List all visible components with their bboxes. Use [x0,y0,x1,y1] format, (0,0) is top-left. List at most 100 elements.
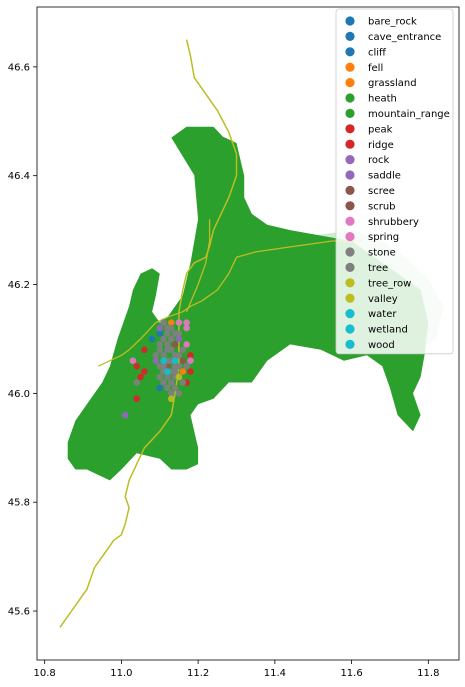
point-tree-59 [175,330,183,337]
legend-marker-cave_entrance [345,31,355,41]
point-peak-14 [187,368,194,375]
legend-label-scrub: scrub [368,201,396,212]
point-tree-52 [168,346,175,354]
point-spring-24 [183,324,190,332]
point-stone-66 [164,341,171,348]
y-tick-label: 45.8 [8,498,30,509]
point-stone-39 [168,379,175,386]
point-stone-51 [160,352,167,359]
point-valley-69 [175,373,183,381]
point-tree-63 [171,362,179,370]
point-water-70 [164,368,171,375]
x-tick-label: 11.8 [417,668,439,679]
legend-label-tree: tree [368,263,388,274]
legend-marker-cliff [345,47,355,57]
legend-label-spring: spring [368,232,399,243]
legend-marker-ridge [345,139,355,149]
line-valley-2 [186,219,211,312]
point-tree-50 [175,352,183,359]
point-stone-29 [160,319,167,326]
legend-marker-spring [345,232,355,242]
point-shrubbery-23 [183,319,190,326]
legend-marker-tree_row [345,278,355,288]
point-spring-28 [175,319,183,326]
legend-marker-peak [345,124,355,134]
point-tree-67 [156,346,164,354]
area-mountain_range-0 [67,126,429,481]
point-peak-15 [141,368,148,375]
point-peak-12 [133,395,140,403]
point-rock-16 [152,357,160,365]
legend-marker-water [345,309,355,319]
legend-label-tree_row: tree_row [368,278,411,289]
legend-label-ridge: ridge [368,140,394,151]
point-stone-45 [156,341,164,348]
legend-marker-bare_rock [345,16,355,26]
legend-marker-heath [345,93,355,103]
line-valley-1 [98,240,364,367]
legend-label-rock: rock [368,155,390,166]
legend-label-wood: wood [368,340,395,351]
point-bare_rock-0 [156,330,164,337]
axes-frame [36,6,460,661]
y-tick-label: 46.4 [8,171,30,182]
point-stone-55 [179,379,187,386]
point-stone-56 [133,379,140,386]
axes: 10.8 11.0 11.2 11.4 11.6 11.8 45.6 45.8 46.0 46.2… [8,6,460,679]
point-tree-38 [164,373,171,381]
legend-label-peak: peak [368,124,393,135]
point-stone-41 [175,390,183,397]
legend-label-wetland: wetland [368,325,408,336]
point-tree-44 [152,352,160,359]
y-tick-label: 46.0 [8,389,30,400]
point-stone-47 [168,324,175,332]
x-tick-label: 11.6 [340,668,362,679]
point-stone-60 [183,362,190,370]
legend-marker-scree [345,185,355,195]
point-spring-26 [183,341,190,348]
point-scrub-21 [171,341,179,348]
legend-label-saddle: saddle [368,171,401,182]
point-cliff-3 [156,384,164,392]
point-stone-64 [160,362,167,370]
legend-marker-scrub [345,201,355,211]
point-rock-19 [121,411,129,419]
legend-marker-rock [345,155,355,165]
point-shrubbery-25 [129,357,137,365]
legend-marker-shrubbery [345,216,355,226]
legend-marker-saddle [345,170,355,180]
point-ridge-11 [137,373,144,381]
legend-label-stone: stone [368,248,396,259]
legend-label-cave_entrance: cave_entrance [368,32,441,43]
point-stone-58 [156,373,164,381]
point-saddle-17 [156,324,164,332]
point-rock-18 [175,335,183,343]
point-scree-22 [179,357,187,365]
point-fell-5 [168,319,175,326]
legend-marker-wood [345,339,355,349]
legend-label-heath: heath [368,94,397,105]
point-stone-31 [160,335,167,343]
point-wetland-71 [171,357,179,365]
point-heath-7 [145,341,152,348]
point-tree-57 [160,379,167,386]
point-stone-49 [179,346,187,354]
point-stone-62 [168,390,175,397]
point-peak-10 [133,362,140,370]
legend-label-fell: fell [368,63,383,74]
y-tick-label: 45.6 [8,607,30,618]
point-tree-61 [164,384,171,392]
point-peak-8 [141,346,148,354]
point-tree_row-68 [168,395,175,403]
legend-label-shrubbery: shrubbery [368,217,419,228]
x-tick-label: 10.8 [34,668,56,679]
point-shrubbery-27 [187,357,194,365]
legend-label-water: water [368,309,397,320]
point-wood-72 [160,357,167,365]
legend-marker-stone [345,247,355,257]
point-grassland-6 [179,368,187,375]
legend-marker-fell [345,62,355,72]
